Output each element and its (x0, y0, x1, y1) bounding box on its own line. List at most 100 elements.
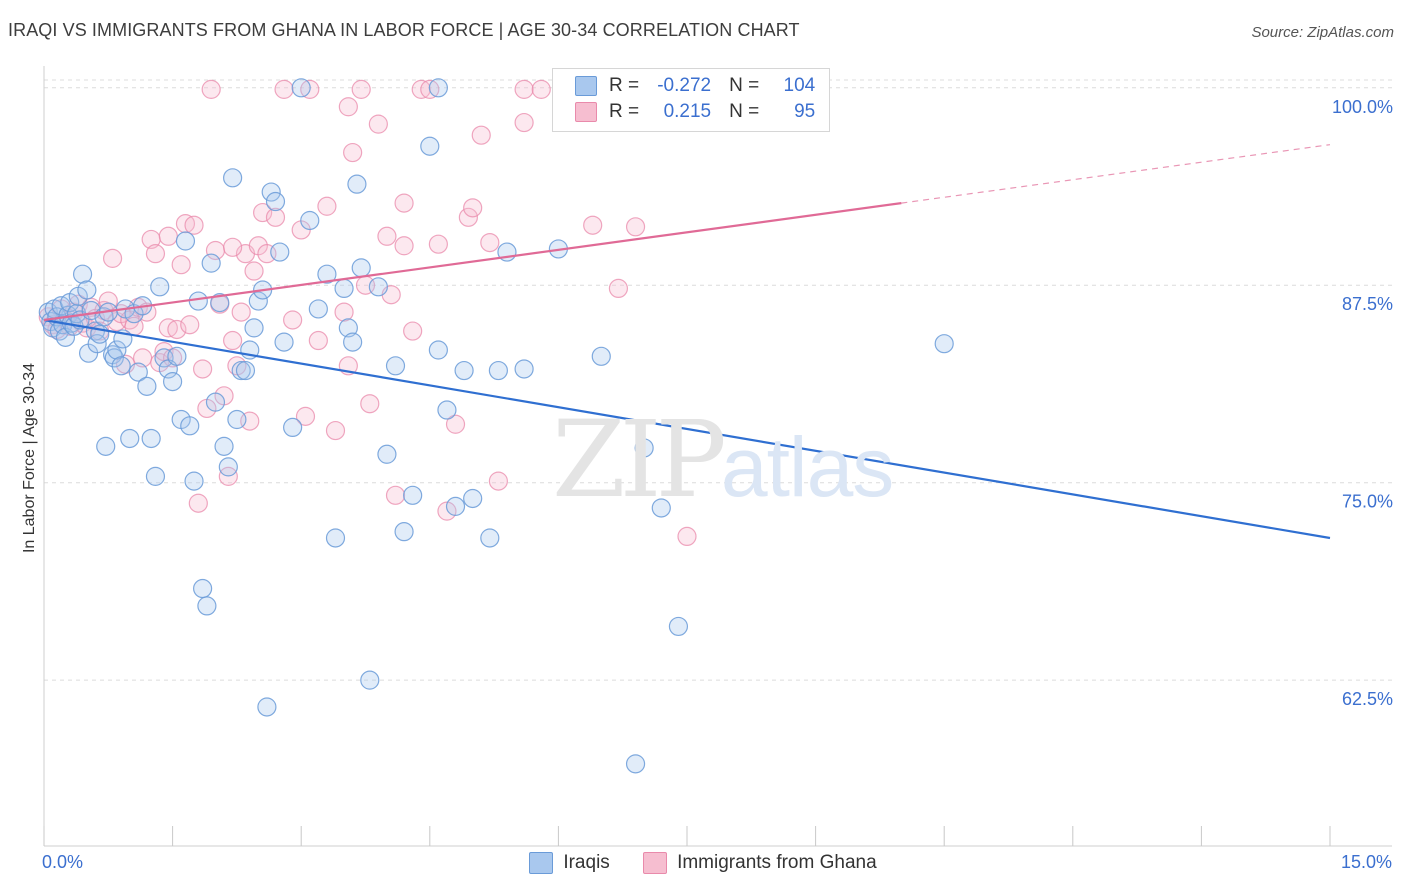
ghana-point (428, 234, 448, 254)
y-tick-label: 100.0% (1332, 97, 1393, 117)
ghana-point (167, 319, 187, 340)
iraqi-point (351, 258, 371, 278)
iraqi-point (218, 457, 238, 477)
iraqi-point (343, 332, 363, 352)
iraqi-point (111, 356, 131, 376)
legend-swatch-iraqis (575, 75, 597, 96)
iraqi-point (150, 277, 170, 297)
iraqi-point (180, 416, 200, 436)
iraqi-point (283, 417, 303, 438)
iraqi-point (488, 360, 508, 381)
iraqi-point (261, 182, 281, 202)
legend-label-iraqis: Iraqis (563, 852, 610, 874)
legend-item-ghana: Immigrants from Ghana (643, 852, 877, 874)
ghana-point (488, 471, 508, 491)
iraqi-point (291, 78, 311, 98)
ghana-point (274, 79, 294, 99)
iraqi-point (360, 670, 380, 690)
ghana-point (360, 394, 380, 414)
iraqi-point (591, 346, 611, 366)
ghana-point (377, 226, 397, 246)
iraqi-point (227, 409, 247, 430)
ghana-point (385, 485, 406, 505)
y-tick-labels: 62.5% 75.0% 87.5% 100.0% (1332, 97, 1393, 709)
watermark-zip: ZIP (552, 398, 727, 521)
iraqi-point (308, 299, 328, 319)
iraqi-point (325, 528, 346, 548)
ghana-point (231, 302, 251, 322)
trend-lines (43, 144, 1331, 540)
iraqi-point (420, 136, 440, 156)
ghana-trend-extension (901, 144, 1331, 204)
iraqi-point (244, 318, 264, 338)
x-tick-min: 0.0% (42, 852, 84, 872)
ghana-point (458, 207, 478, 227)
iraqi-point (257, 697, 277, 717)
iraqi-point (235, 360, 256, 381)
x-tick-max: 15.0% (1340, 852, 1392, 872)
iraqi-point (72, 264, 93, 284)
iraqi-point (163, 372, 183, 392)
legend-r-label: R = (609, 101, 640, 122)
iraqi-point (445, 496, 466, 516)
legend-n-label: N = (729, 75, 760, 96)
legend-swatch-ghana (575, 101, 597, 122)
iraqi-point (514, 359, 534, 379)
iraqi-point (651, 498, 671, 518)
legend-row-ghana: R = 0.215 N = 95 (575, 101, 815, 127)
ghana-point (171, 255, 191, 275)
source-label: Source: ZipAtlas.com (1251, 24, 1394, 41)
ghana-point (514, 79, 534, 99)
ghana-point (308, 330, 328, 351)
legend-r-value-ghana: 0.215 (663, 101, 712, 122)
iraqi-point (210, 293, 230, 313)
iraqi-point (385, 356, 406, 376)
iraqi-point (480, 528, 500, 548)
ghana-point (480, 232, 500, 253)
iraqi-point (668, 616, 689, 637)
ghana-point (445, 414, 466, 434)
iraqi-point (145, 466, 166, 486)
ghana-point (583, 215, 603, 235)
iraqi-point (96, 436, 116, 456)
iraqi-point (248, 291, 268, 311)
iraqi-point (104, 348, 124, 368)
ghana-point (184, 215, 204, 235)
iraqi-point (300, 210, 320, 231)
iraqi-point (265, 191, 286, 212)
iraqi-point (184, 471, 204, 491)
iraqi-point (377, 444, 397, 464)
ghana-point (317, 196, 337, 216)
iraqi-point (188, 291, 208, 311)
iraqi-point (175, 231, 196, 251)
iraqi-point (223, 168, 243, 188)
ghana-point (180, 315, 200, 335)
ghana-point (463, 198, 483, 218)
iraqi-point (338, 318, 358, 338)
iraqi-point (205, 392, 226, 412)
chart-title: IRAQI VS IMMIGRANTS FROM GHANA IN LABOR … (8, 20, 800, 40)
ghana-point (394, 193, 414, 213)
iraqi-point (201, 253, 221, 273)
ghana-point (471, 125, 491, 145)
ghana-point (625, 217, 646, 237)
iraqi-point (334, 278, 354, 299)
ghana-point (368, 114, 388, 134)
iraqi-point (120, 428, 140, 449)
stats-legend: R = -0.272 N = 104 R = 0.215 N = 95 (552, 68, 830, 132)
iraqi-point (403, 485, 423, 505)
iraqi-point (274, 332, 294, 352)
ghana-point (677, 526, 697, 547)
y-tick-label: 62.5% (1342, 689, 1393, 709)
iraqi-point (428, 340, 448, 360)
iraqi-point (634, 438, 654, 458)
iraqi-point (77, 280, 97, 300)
iraqi-point (141, 428, 161, 449)
series-legend: Iraqis Immigrants from Ghana (0, 852, 1406, 874)
y-tick-label: 75.0% (1342, 492, 1393, 512)
ghana-point (145, 244, 166, 264)
ghana-point (223, 237, 243, 257)
legend-swatch-iraqis (529, 852, 554, 874)
ghana-point (98, 291, 118, 311)
ghana-point (338, 97, 358, 117)
